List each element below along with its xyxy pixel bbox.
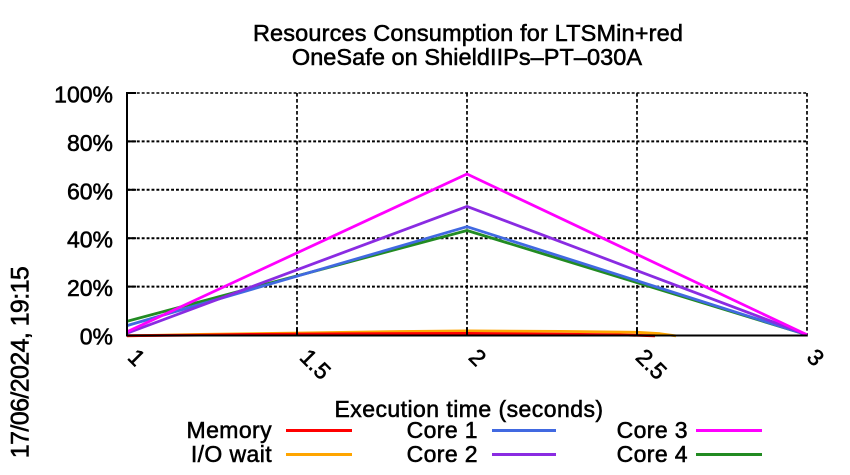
svg-text:40%: 40% [67, 227, 113, 253]
svg-text:17/06/2024, 19:15: 17/06/2024, 19:15 [7, 267, 35, 458]
svg-text:2.5: 2.5 [631, 344, 672, 385]
svg-text:0%: 0% [80, 324, 113, 350]
svg-text:20%: 20% [67, 275, 113, 301]
svg-text:80%: 80% [67, 130, 113, 156]
svg-text:Core 1: Core 1 [407, 417, 478, 443]
svg-text:I/O wait: I/O wait [191, 441, 272, 467]
svg-text:1.5: 1.5 [295, 344, 336, 385]
svg-text:Execution time (seconds): Execution time (seconds) [334, 396, 603, 422]
svg-text:Core 4: Core 4 [617, 441, 688, 467]
svg-text:Memory: Memory [187, 417, 273, 443]
svg-text:2: 2 [464, 344, 491, 371]
svg-text:60%: 60% [67, 178, 113, 204]
svg-text:OneSafe on ShieldIIPs–PT–030A: OneSafe on ShieldIIPs–PT–030A [292, 44, 643, 70]
svg-text:Core 3: Core 3 [617, 417, 688, 443]
svg-text:100%: 100% [54, 82, 113, 108]
svg-text:Resources Consumption for LTSM: Resources Consumption for LTSMin+red [253, 20, 683, 46]
svg-text:1: 1 [123, 344, 150, 371]
svg-text:Core 2: Core 2 [407, 441, 478, 467]
svg-text:3: 3 [802, 344, 829, 371]
